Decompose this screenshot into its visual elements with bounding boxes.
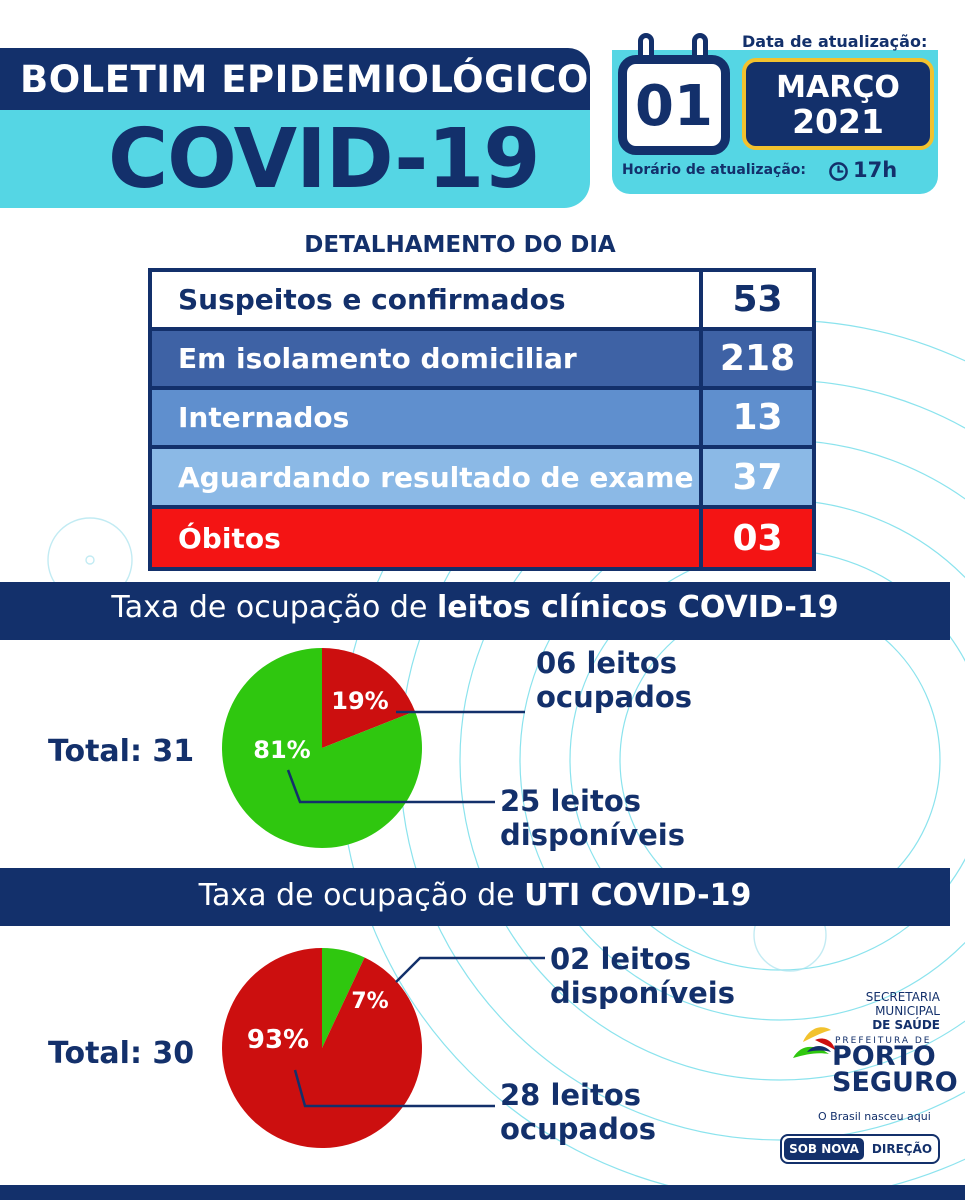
callout-line: disponíveis [500,818,686,852]
table-row: Aguardando resultado de exame 37 [152,449,812,505]
header-title-band [0,48,590,116]
clock-icon [829,162,848,181]
callout-line: 06 leitos [536,646,678,680]
clinical-available-callout: 25 leitos disponíveis [500,784,685,852]
row-value: 218 [703,331,812,386]
available-leader-line [286,769,495,804]
callout-line: 25 leitos [500,784,642,818]
badge-left: SOB NOVA [784,1138,864,1160]
slogan-badge: SOB NOVA DIREÇÃO [780,1134,940,1164]
row-label: Óbitos [152,509,699,567]
row-value: 13 [703,390,812,445]
available-leader-line [395,956,545,983]
row-value: 37 [703,449,812,505]
callout-line: 02 leitos [550,942,692,976]
icu-title-bold: UTI COVID-19 [524,878,752,913]
callout-line: 28 leitos [500,1078,642,1112]
icu-pie-chart: 7% 93% [222,948,545,1148]
table-row: Em isolamento domiciliar 218 [152,331,812,386]
clinical-title-bold: leitos clínicos COVID-19 [436,590,839,625]
details-table: Suspeitos e confirmados 53 Em isolamento… [148,268,816,571]
icu-pie [222,948,423,1148]
secretaria-bold: DE SAÚDE [872,1018,940,1032]
icu-section-title: Taxa de ocupação de UTI COVID-19 [0,878,950,913]
clinical-title-prefix: Taxa de ocupação de [111,590,437,625]
pie-slice-2 [222,948,423,1148]
clinical-section-bar [0,582,950,640]
header-subtitle-band [0,110,590,208]
available-pct-label: 81% [253,736,310,764]
occupied-leader-line [293,1069,495,1108]
pie-slice-1 [322,948,365,1048]
callout-line: ocupados [536,680,693,714]
clinical-pie-chart: 19% 81% [222,648,525,848]
row-label: Em isolamento domiciliar [152,331,699,386]
logo-prefix: PREFEITURA DE [835,1036,932,1046]
clinical-occupied-callout: 06 leitos ocupados [536,646,692,714]
callout-line: ocupados [500,1112,657,1146]
occupied-pct-label: 93% [247,1025,309,1055]
clinical-section-title: Taxa de ocupação de leitos clínicos COVI… [0,590,950,625]
row-label: Suspeitos e confirmados [152,272,699,327]
pie-slice-1 [322,648,415,748]
row-label: Internados [152,390,699,445]
logo-tagline: O Brasil nasceu aqui [818,1110,931,1123]
icu-section-bar [0,868,950,926]
icu-occupied-callout: 28 leitos ocupados [500,1078,656,1146]
row-value: 53 [703,272,812,327]
table-row: Suspeitos e confirmados 53 [152,272,812,327]
details-title: DETALHAMENTO DO DIA [304,232,616,258]
available-pct-label: 7% [351,989,388,1014]
logo-line: PORTO [832,1041,936,1072]
secretaria-line: SECRETARIA [865,990,940,1004]
logo-line: SEGURO [832,1067,958,1098]
occupied-pct-label: 19% [331,687,388,715]
update-time-label: Horário de atualização: [622,162,806,178]
table-row: Internados 13 [152,390,812,445]
logo-name: PORTO SEGURO [832,1041,958,1098]
icu-available-callout: 02 leitos disponíveis [550,942,735,1010]
table-row: Óbitos 03 [152,509,812,567]
secretaria-label: SECRETARIA MUNICIPAL DE SAÚDE [850,990,940,1032]
pie-slice-2 [222,648,423,848]
page-title: BOLETIM EPIDEMIOLÓGICO [20,58,589,101]
update-time: 17h [853,158,898,182]
update-year: 2021 [792,102,884,141]
callout-line: disponíveis [550,976,736,1010]
month-box [742,58,934,150]
calendar-icon [618,55,730,155]
update-month: MARÇO [776,70,900,105]
row-value: 03 [703,509,812,567]
porto-seguro-logo-icon [793,1027,835,1058]
bottom-strip [0,1185,965,1200]
secretaria-line: MUNICIPAL [875,1004,940,1018]
badge-right: DIREÇÃO [871,1142,933,1156]
clinical-total: Total: 31 [48,734,195,769]
update-date-label: Data de atualização: [742,32,928,51]
icu-total: Total: 30 [48,1036,195,1071]
clinical-pie [222,648,423,848]
update-day: 01 [635,74,713,139]
page-subtitle: COVID-19 [108,112,540,207]
row-label: Aguardando resultado de exame [152,449,699,505]
icu-title-prefix: Taxa de ocupação de [198,878,525,913]
